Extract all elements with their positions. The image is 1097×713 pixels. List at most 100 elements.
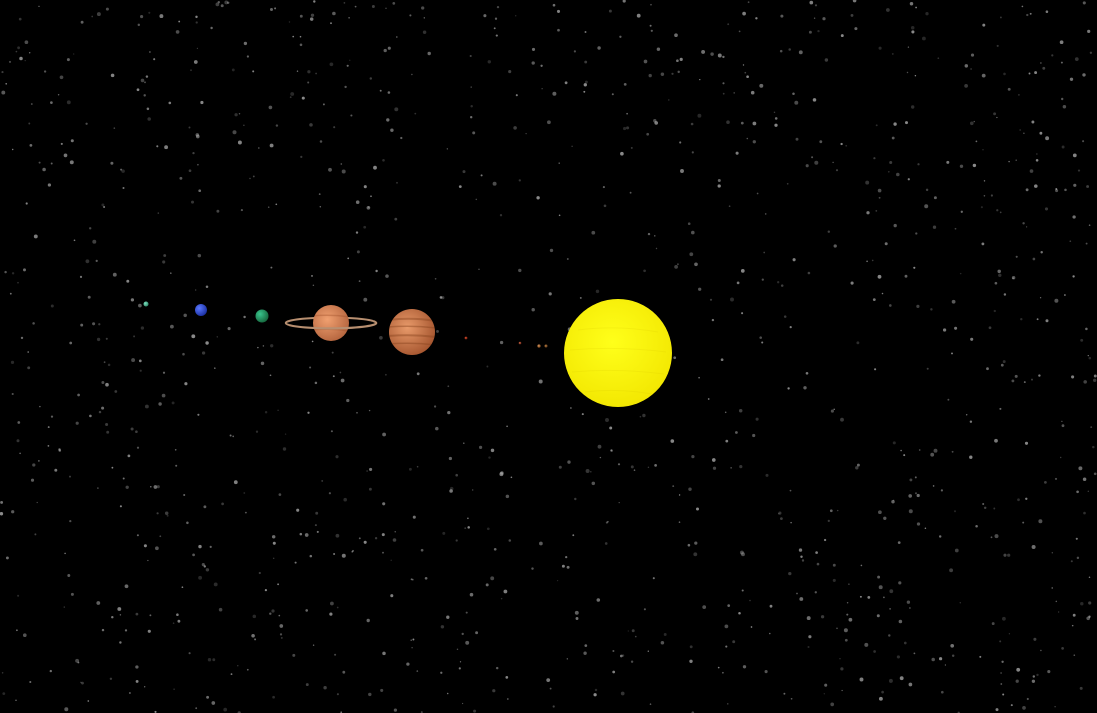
- star: [750, 90, 755, 95]
- star: [917, 163, 920, 166]
- star: [264, 588, 268, 592]
- star: [663, 633, 667, 636]
- star: [611, 93, 614, 96]
- star: [558, 214, 561, 217]
- earth-planet[interactable]: [518, 341, 522, 345]
- star: [216, 336, 219, 338]
- star: [738, 30, 741, 33]
- star: [717, 179, 721, 182]
- saturn-planet[interactable]: [284, 305, 378, 341]
- star: [833, 408, 835, 411]
- star: [280, 636, 283, 639]
- star: [823, 538, 827, 542]
- star: [188, 126, 191, 129]
- star: [440, 625, 445, 629]
- star: [996, 116, 998, 119]
- star: [824, 58, 829, 62]
- star: [878, 196, 881, 199]
- star: [691, 151, 694, 154]
- mars-planet[interactable]: [464, 336, 468, 340]
- star: [1021, 5, 1024, 8]
- star: [904, 274, 908, 278]
- star: [605, 418, 609, 422]
- star: [878, 696, 883, 701]
- star: [121, 169, 125, 173]
- star: [24, 59, 26, 62]
- star: [739, 550, 744, 555]
- star: [105, 337, 108, 340]
- star: [135, 679, 139, 683]
- star: [983, 195, 986, 197]
- star: [679, 57, 683, 61]
- star: [198, 575, 203, 580]
- star: [461, 632, 464, 636]
- star: [246, 55, 250, 58]
- star: [1022, 706, 1026, 710]
- star: [11, 272, 15, 275]
- star: [843, 628, 848, 633]
- star: [1076, 490, 1079, 494]
- star: [570, 407, 572, 409]
- star: [75, 658, 80, 663]
- star: [1071, 375, 1075, 379]
- star: [1059, 40, 1064, 45]
- star: [366, 205, 371, 210]
- uranus-planet[interactable]: [255, 309, 269, 323]
- star: [336, 606, 339, 609]
- star: [198, 189, 202, 193]
- star: [333, 126, 336, 129]
- star: [470, 86, 472, 88]
- venus-planet[interactable]: [537, 344, 541, 348]
- star: [873, 157, 876, 160]
- star: [790, 521, 792, 524]
- sun-body[interactable]: [564, 299, 672, 407]
- star: [79, 275, 83, 278]
- star: [914, 492, 918, 495]
- star: [1051, 54, 1054, 57]
- star: [106, 430, 110, 434]
- star: [230, 673, 233, 676]
- star: [980, 206, 983, 209]
- star: [877, 188, 882, 193]
- star: [447, 385, 450, 388]
- mercury-planet[interactable]: [544, 344, 548, 348]
- star: [110, 73, 115, 78]
- star: [878, 585, 883, 590]
- star: [330, 430, 333, 433]
- star: [1044, 481, 1047, 484]
- star: [279, 624, 284, 628]
- star: [170, 272, 172, 274]
- star: [158, 402, 162, 406]
- star: [85, 259, 90, 264]
- star: [346, 398, 350, 403]
- star: [816, 562, 820, 566]
- star: [392, 2, 396, 5]
- star: [411, 73, 413, 76]
- star: [774, 123, 778, 127]
- star: [161, 393, 166, 398]
- star: [147, 117, 151, 121]
- star: [277, 409, 279, 412]
- star: [780, 14, 784, 18]
- star: [87, 295, 91, 299]
- star: [671, 72, 674, 75]
- star: [759, 336, 762, 339]
- star: [972, 163, 977, 168]
- sun-surface-texture: [569, 327, 667, 395]
- star: [736, 281, 740, 285]
- star: [487, 60, 492, 64]
- star: [375, 269, 378, 273]
- neptune-planet[interactable]: [195, 304, 207, 316]
- star: [1003, 72, 1006, 76]
- star: [1011, 379, 1015, 383]
- star: [1036, 673, 1039, 677]
- star: [876, 614, 880, 618]
- star: [814, 591, 817, 594]
- star: [896, 172, 900, 177]
- star: [197, 413, 200, 416]
- pluto-planet[interactable]: [143, 301, 149, 307]
- star: [999, 211, 1002, 214]
- star: [210, 26, 213, 30]
- star: [346, 64, 349, 67]
